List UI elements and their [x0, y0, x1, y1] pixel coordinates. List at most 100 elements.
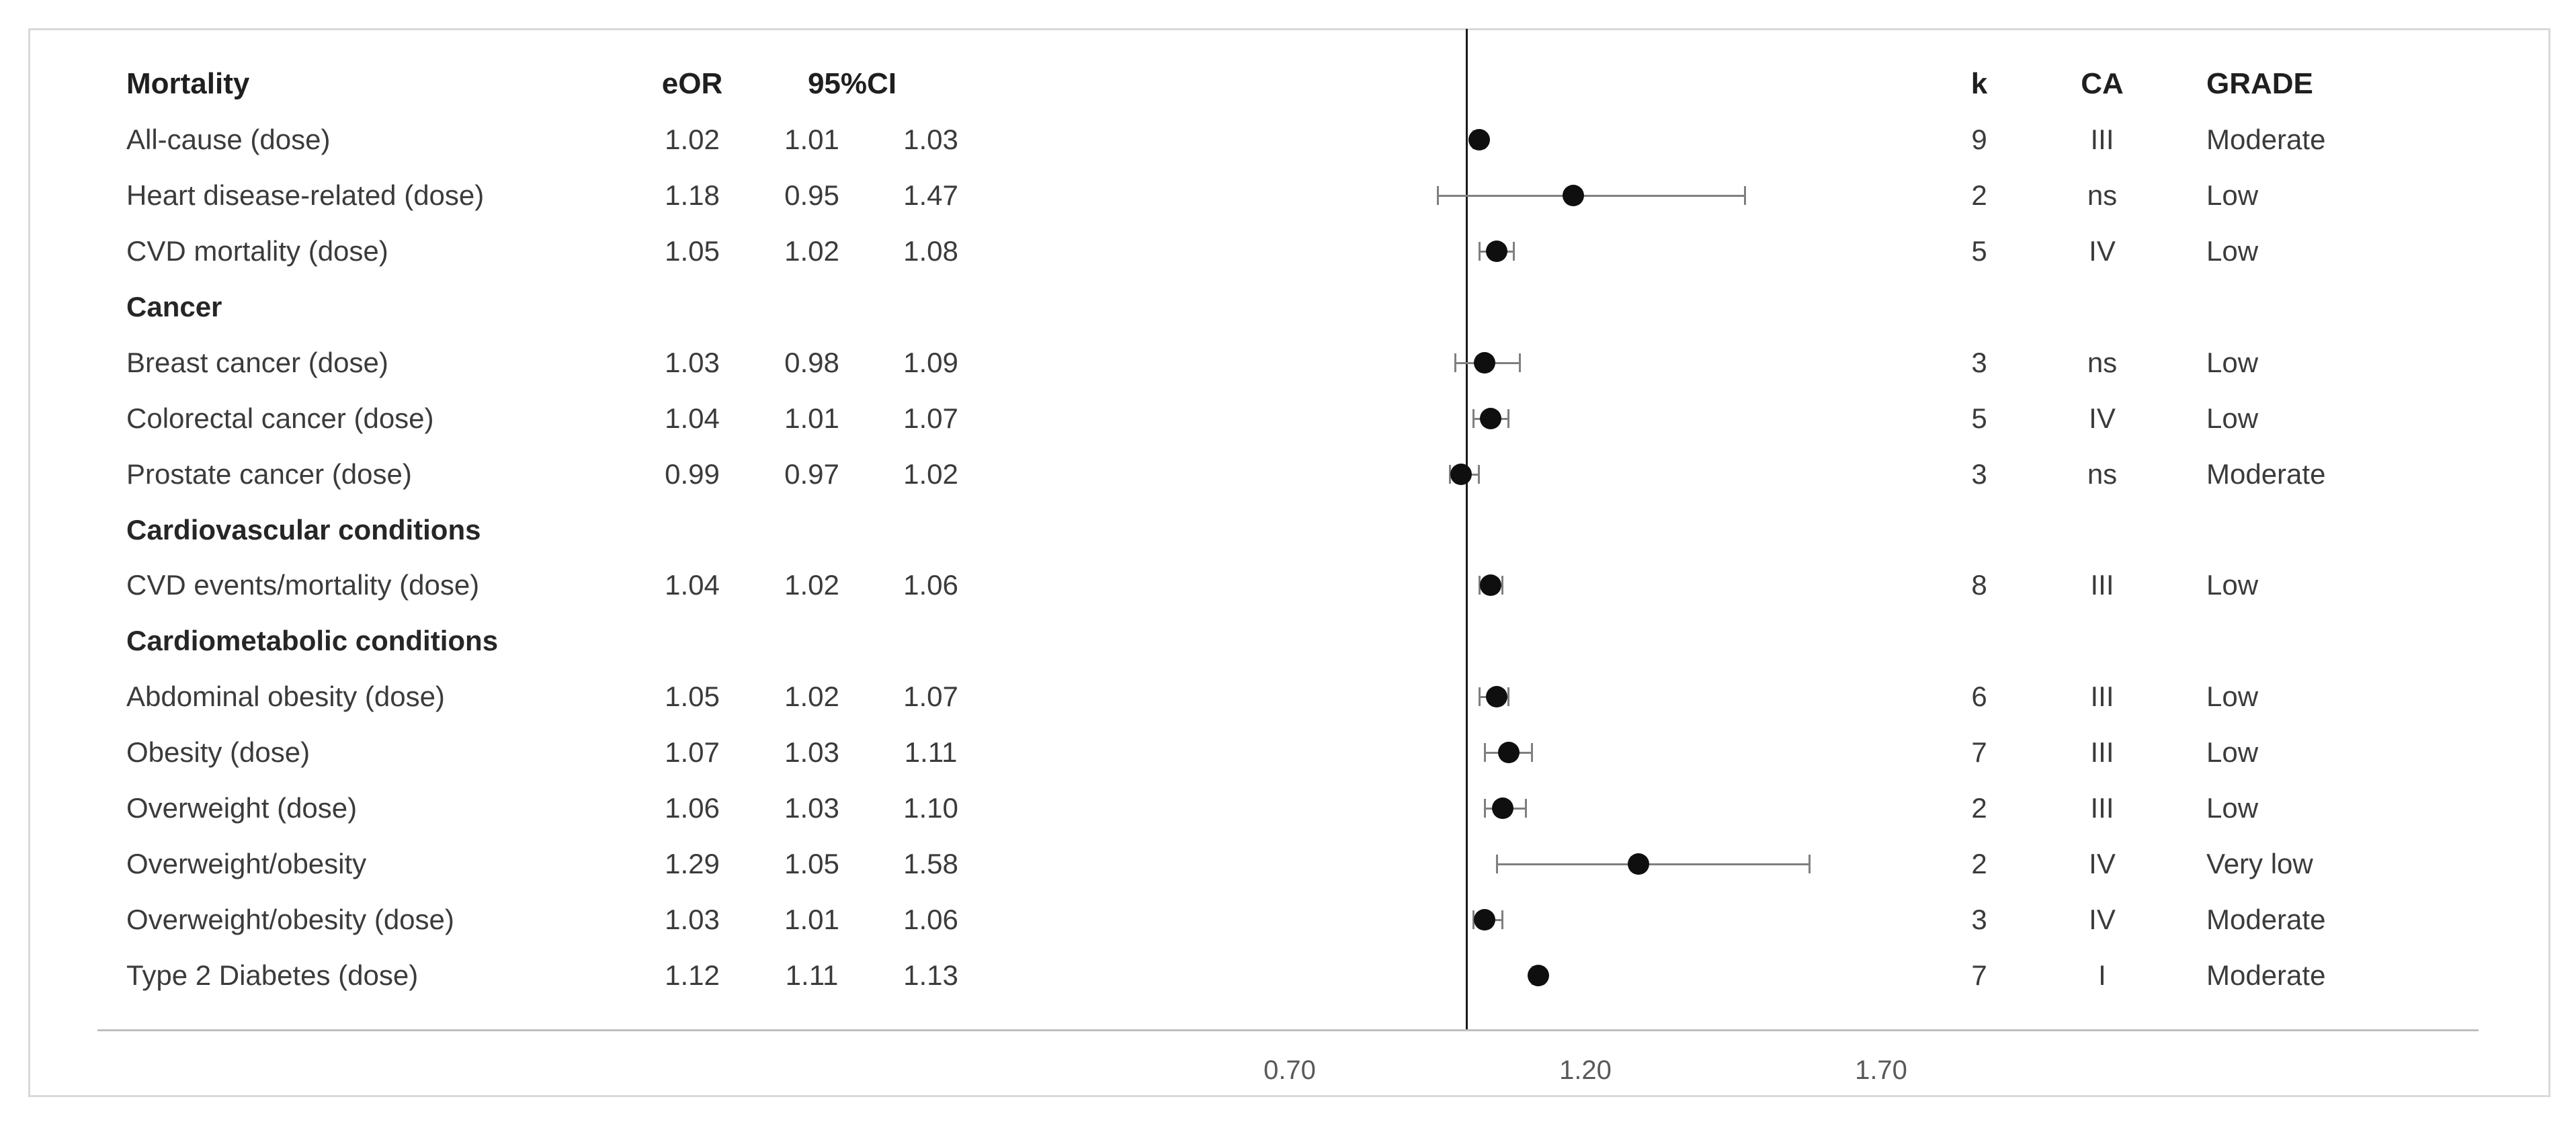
ci-low-value: 1.05	[784, 848, 839, 879]
row-label: Breast cancer (dose)	[126, 347, 388, 378]
ci-low-value: 1.03	[784, 792, 839, 824]
row-label: CVD mortality (dose)	[126, 235, 388, 267]
row-label: Overweight/obesity	[126, 848, 367, 879]
point-marker	[1491, 797, 1513, 819]
eor-value: 1.03	[665, 904, 720, 935]
k-value: 7	[1971, 959, 1987, 991]
eor-value: 1.18	[665, 179, 720, 211]
ci-low-value: 1.01	[784, 904, 839, 935]
ci-low-value: 0.98	[784, 347, 839, 378]
ci-high-value: 1.13	[903, 959, 958, 991]
ci-cap-left	[1472, 409, 1474, 428]
ci-cap-left	[1454, 353, 1457, 372]
ci-cap-left	[1472, 910, 1474, 929]
ca-value: III	[2090, 124, 2114, 155]
ci-high-value: 1.58	[903, 848, 958, 879]
point-marker	[1474, 352, 1496, 374]
ci-high-value: 1.02	[903, 458, 958, 490]
k-value: 2	[1971, 848, 1987, 879]
k-value: 2	[1971, 179, 1987, 211]
grade-value: Low	[2206, 736, 2259, 768]
grade-value: Low	[2206, 402, 2259, 434]
eor-value: 1.04	[665, 569, 720, 601]
grade-value: Moderate	[2206, 458, 2326, 490]
point-marker	[1474, 909, 1496, 931]
grade-value: Moderate	[2206, 959, 2326, 991]
ci-low-value: 0.95	[784, 179, 839, 211]
ci-cap-left	[1478, 576, 1481, 595]
k-value: 9	[1971, 124, 1987, 155]
ca-value: IV	[2089, 904, 2116, 935]
ca-value: III	[2090, 792, 2114, 824]
ca-value: ns	[2087, 347, 2118, 378]
grade-value: Very low	[2206, 848, 2313, 879]
ci-cap-right	[1507, 687, 1509, 706]
eor-value: 1.12	[665, 959, 720, 991]
ca-value: III	[2090, 681, 2114, 712]
ci-cap-right	[1519, 353, 1522, 372]
ci-cap-left	[1478, 242, 1481, 261]
ci-low-value: 1.01	[784, 402, 839, 434]
grade-value: Low	[2206, 792, 2259, 824]
ci-low-value: 1.02	[784, 235, 839, 267]
eor-value: 1.05	[665, 681, 720, 712]
point-marker	[1480, 408, 1502, 429]
ci-low-value: 1.11	[785, 959, 839, 991]
grade-value: Low	[2206, 681, 2259, 712]
ci-high-value: 1.47	[903, 179, 958, 211]
row-label: Obesity (dose)	[126, 736, 310, 768]
point-marker	[1486, 241, 1507, 262]
ci-low-value: 1.02	[784, 681, 839, 712]
ci-low-value: 1.02	[784, 569, 839, 601]
grade-value: Low	[2206, 235, 2259, 267]
x-tick-label: 1.20	[1559, 1055, 1612, 1085]
k-value: 3	[1971, 347, 1987, 378]
ci-bar	[1497, 863, 1811, 865]
ca-value: I	[2098, 959, 2106, 991]
figure-border	[28, 28, 2550, 1097]
ci-cap-right	[1525, 799, 1527, 818]
ci-cap-right	[1477, 465, 1480, 484]
ci-low-value: 1.03	[784, 736, 839, 768]
ca-value: III	[2090, 569, 2114, 601]
ci-bar	[1438, 195, 1745, 197]
row-label: Abdominal obesity (dose)	[126, 681, 445, 712]
ci-cap-left	[1448, 465, 1451, 484]
ca-value: III	[2090, 736, 2114, 768]
ci-high-value: 1.08	[903, 235, 958, 267]
eor-value: 1.29	[665, 848, 720, 879]
ci-high-value: 1.06	[903, 569, 958, 601]
point-marker	[1628, 853, 1650, 875]
point-marker	[1527, 965, 1549, 986]
ci-cap-left	[1484, 743, 1487, 762]
k-value: 5	[1971, 235, 1987, 267]
k-value: 8	[1971, 569, 1987, 601]
row-label: CVD events/mortality (dose)	[126, 569, 480, 601]
grade-value: Moderate	[2206, 904, 2326, 935]
row-label: Prostate cancer (dose)	[126, 458, 412, 490]
ci-high-value: 1.10	[903, 792, 958, 824]
column-header-ci: 95%CI	[807, 67, 897, 100]
ci-high-value: 1.03	[903, 124, 958, 155]
row-label: Colorectal cancer (dose)	[126, 402, 434, 434]
eor-value: 1.03	[665, 347, 720, 378]
eor-value: 1.07	[665, 736, 720, 768]
group-label: Cardiovascular conditions	[126, 514, 481, 546]
ci-high-value: 1.11	[904, 736, 958, 768]
ca-value: ns	[2087, 458, 2118, 490]
grade-value: Low	[2206, 569, 2259, 601]
grade-value: Moderate	[2206, 124, 2326, 155]
ci-cap-right	[1809, 855, 1811, 873]
ca-value: IV	[2089, 402, 2116, 434]
row-label: Overweight/obesity (dose)	[126, 904, 454, 935]
point-marker	[1468, 129, 1490, 150]
point-marker	[1486, 686, 1507, 707]
reference-line	[1466, 29, 1468, 1030]
k-value: 3	[1971, 904, 1987, 935]
ci-high-value: 1.07	[903, 402, 958, 434]
k-value: 6	[1971, 681, 1987, 712]
eor-value: 1.06	[665, 792, 720, 824]
ci-cap-left	[1484, 799, 1487, 818]
ci-cap-right	[1501, 576, 1503, 595]
